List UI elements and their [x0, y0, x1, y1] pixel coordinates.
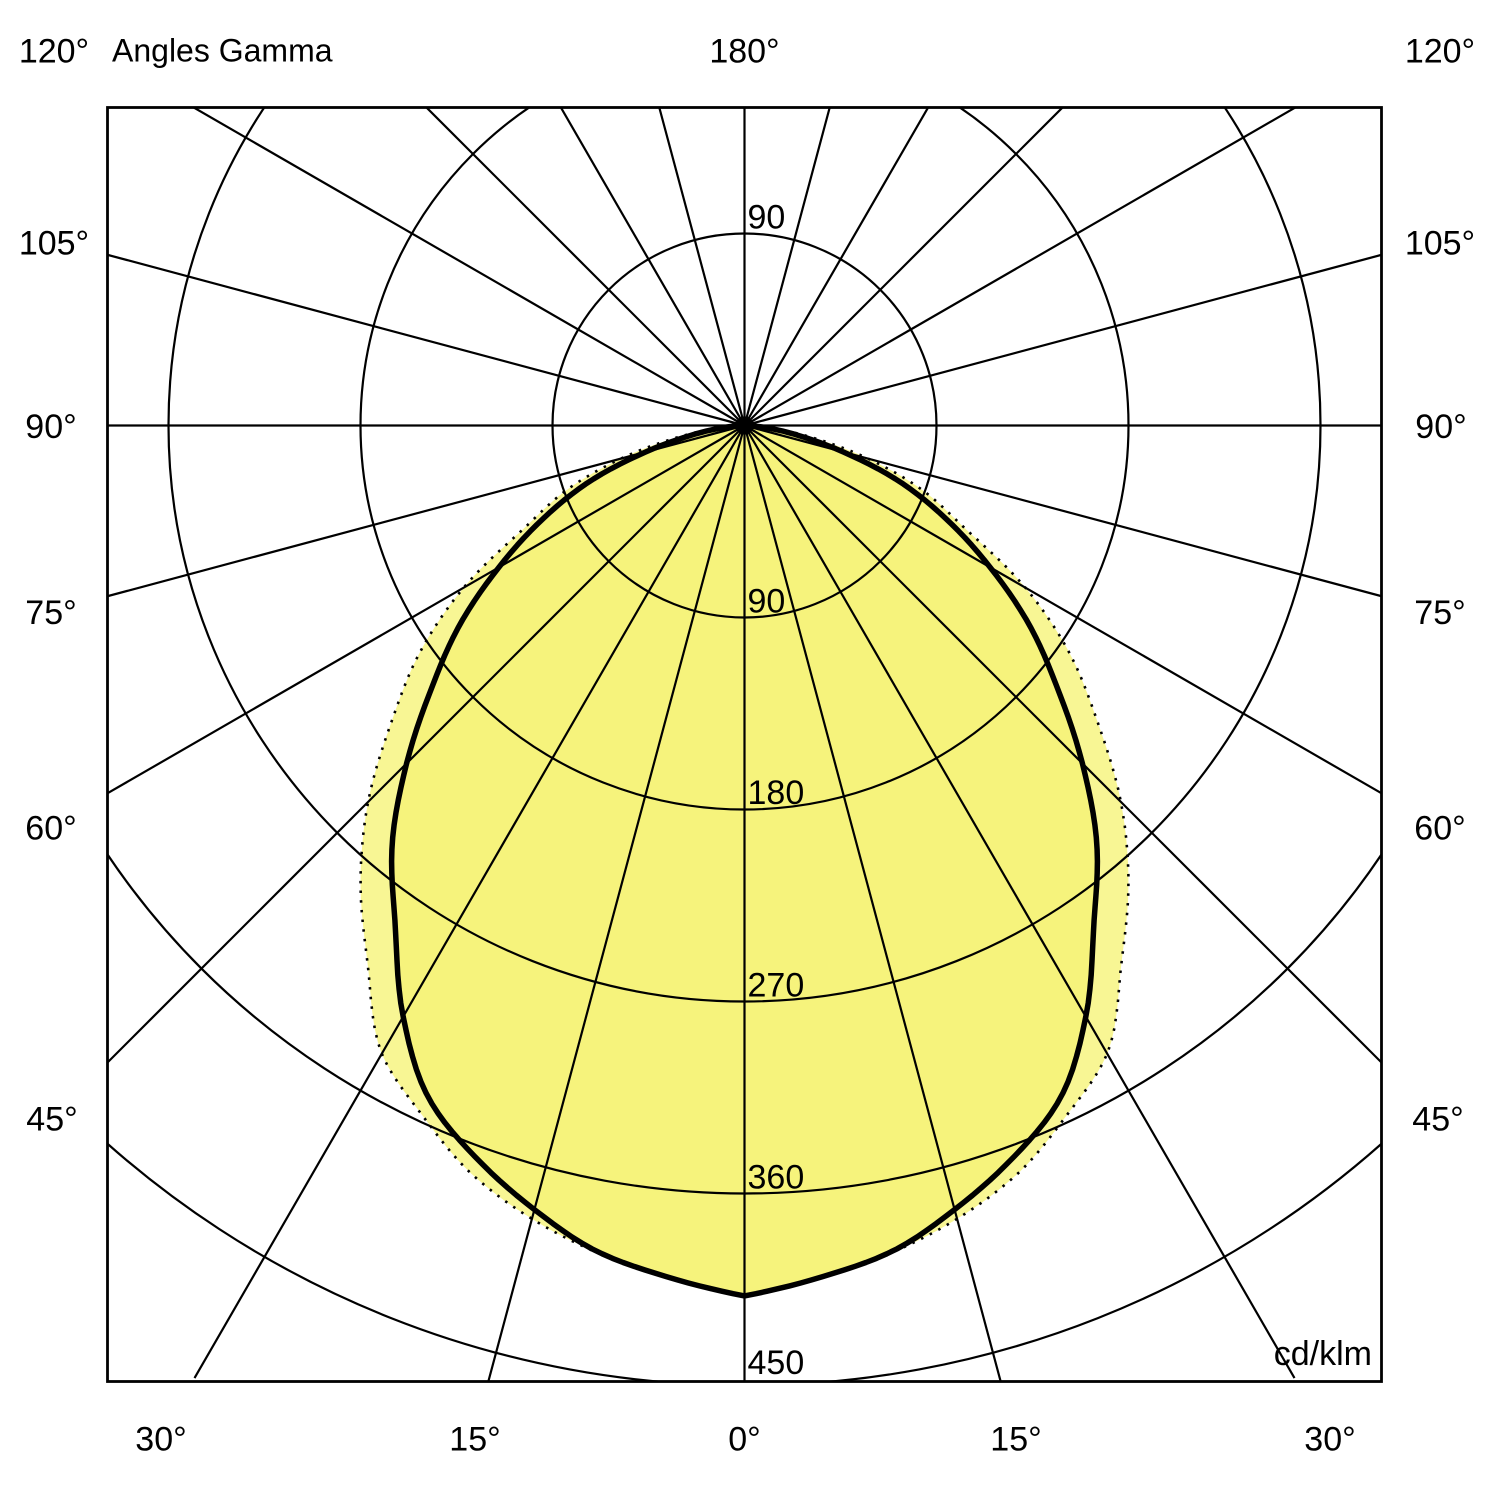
- svg-text:15°: 15°: [990, 1421, 1041, 1459]
- svg-text:45°: 45°: [26, 1101, 77, 1139]
- svg-text:105°: 105°: [1405, 225, 1475, 263]
- svg-text:15°: 15°: [449, 1421, 500, 1459]
- svg-text:105°: 105°: [19, 225, 89, 263]
- svg-text:Angles Gamma: Angles Gamma: [112, 33, 333, 69]
- svg-text:270: 270: [748, 967, 805, 1005]
- svg-text:90°: 90°: [1415, 408, 1466, 446]
- svg-text:90: 90: [748, 583, 786, 621]
- svg-text:60°: 60°: [1414, 810, 1465, 848]
- svg-text:0°: 0°: [728, 1421, 761, 1459]
- svg-text:360: 360: [748, 1159, 805, 1197]
- svg-text:45°: 45°: [1412, 1101, 1463, 1139]
- svg-text:30°: 30°: [1304, 1421, 1355, 1459]
- svg-text:450: 450: [748, 1344, 805, 1382]
- svg-text:120°: 120°: [1405, 33, 1475, 71]
- svg-text:75°: 75°: [1414, 594, 1465, 632]
- svg-text:120°: 120°: [19, 33, 89, 71]
- svg-text:60°: 60°: [25, 810, 76, 848]
- svg-text:90: 90: [748, 199, 786, 237]
- svg-text:75°: 75°: [25, 594, 76, 632]
- svg-text:30°: 30°: [135, 1421, 186, 1459]
- svg-text:180°: 180°: [709, 33, 779, 71]
- svg-text:90°: 90°: [25, 408, 76, 446]
- svg-text:180: 180: [748, 774, 805, 812]
- svg-text:cd/klm: cd/klm: [1274, 1335, 1372, 1373]
